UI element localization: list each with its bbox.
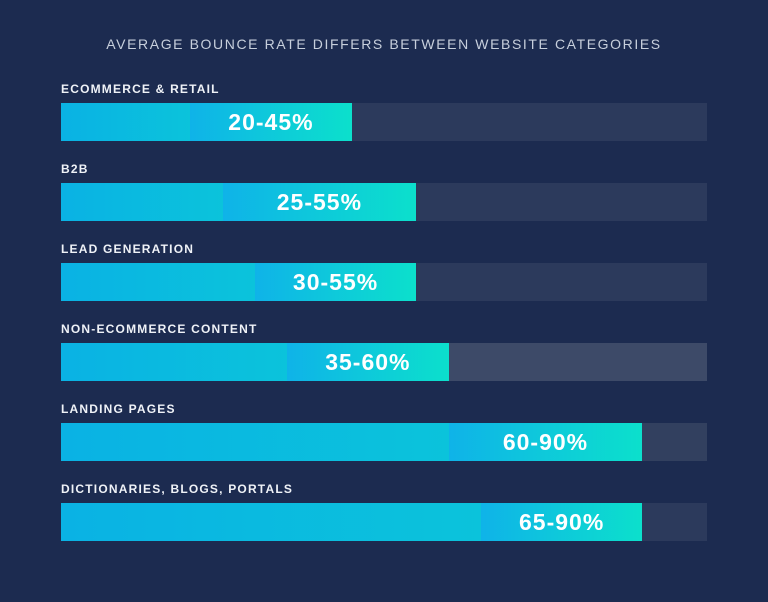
bar-track: 60-90%: [61, 423, 707, 461]
category-row: ECOMMERCE & RETAIL 20-45%: [61, 83, 707, 141]
bar-track: 35-60%: [61, 343, 707, 381]
bar-base-segment: [61, 183, 223, 221]
bar-value-label: 20-45%: [228, 108, 314, 135]
category-row: DICTIONARIES, BLOGS, PORTALS 65-90%: [61, 483, 707, 541]
bar-base-segment: [61, 263, 255, 301]
bar-track: 25-55%: [61, 183, 707, 221]
bar-track: 20-45%: [61, 103, 707, 141]
bar-base-segment: [61, 423, 449, 461]
category-label: LANDING PAGES: [61, 402, 176, 416]
bar-value-label: 25-55%: [276, 188, 363, 215]
category-row: NON-ECOMMERCE CONTENT 35-60%: [61, 323, 707, 381]
category-label: LEAD GENERATION: [61, 242, 195, 256]
bar-base-segment: [61, 503, 481, 541]
category-label: B2B: [61, 162, 89, 176]
bar-value-label: 60-90%: [502, 428, 589, 455]
bar-track: 30-55%: [61, 263, 707, 301]
chart-rows: ECOMMERCE & RETAIL 20-45% B2B 25-55% LEA…: [61, 83, 707, 541]
category-label: NON-ECOMMERCE CONTENT: [61, 322, 258, 336]
category-label: DICTIONARIES, BLOGS, PORTALS: [61, 482, 294, 496]
bar-range-segment: 25-55%: [222, 183, 417, 221]
bar-base-segment: [61, 103, 191, 141]
category-row: B2B 25-55%: [61, 163, 707, 221]
category-label: ECOMMERCE & RETAIL: [61, 82, 220, 96]
category-row: LEAD GENERATION 30-55%: [61, 243, 707, 301]
bar-track: 65-90%: [61, 503, 707, 541]
bar-range-segment: 60-90%: [448, 423, 643, 461]
chart-title: AVERAGE BOUNCE RATE DIFFERS BETWEEN WEBS…: [106, 36, 662, 52]
bar-value-label: 30-55%: [292, 268, 379, 295]
category-row: LANDING PAGES 60-90%: [61, 403, 707, 461]
bar-range-segment: 35-60%: [287, 343, 449, 381]
bar-range-segment: 20-45%: [190, 103, 352, 141]
bar-range-segment: 30-55%: [254, 263, 417, 301]
bar-value-label: 35-60%: [325, 348, 411, 375]
bar-range-segment: 65-90%: [480, 503, 643, 541]
bar-value-label: 65-90%: [519, 508, 605, 535]
bar-base-segment: [61, 343, 288, 381]
